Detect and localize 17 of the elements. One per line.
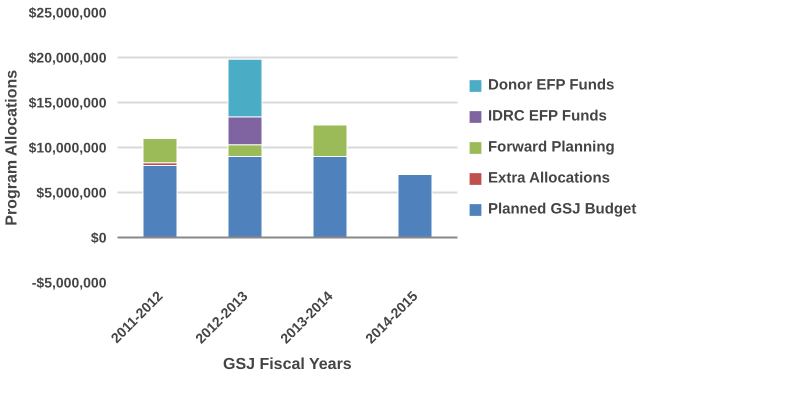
legend-label: Donor EFP Funds [488, 76, 614, 94]
y-tick-label: $5,000,000 [36, 184, 107, 200]
legend-label: Planned GSJ Budget [488, 200, 636, 218]
legend-label: IDRC EFP Funds [488, 108, 607, 124]
y-tick-label: $25,000,000 [28, 4, 107, 20]
bar [398, 174, 432, 238]
legend-label: Extra Allocations [488, 170, 610, 186]
y-tick-label: $10,000,000 [28, 140, 107, 156]
x-axis-title: GSJ Fiscal Years [223, 356, 352, 373]
y-tick-label: $20,000,000 [28, 50, 107, 66]
y-tick-label: $15,000,000 [28, 94, 107, 110]
bar [142, 165, 178, 238]
y-axis-title: Program Allocations [4, 70, 21, 226]
legend-label: Forward Planning [488, 138, 615, 156]
y-tick-label: $0 [90, 230, 107, 246]
bar [142, 138, 178, 164]
y-tick-label: -$5,000,000 [32, 274, 107, 290]
